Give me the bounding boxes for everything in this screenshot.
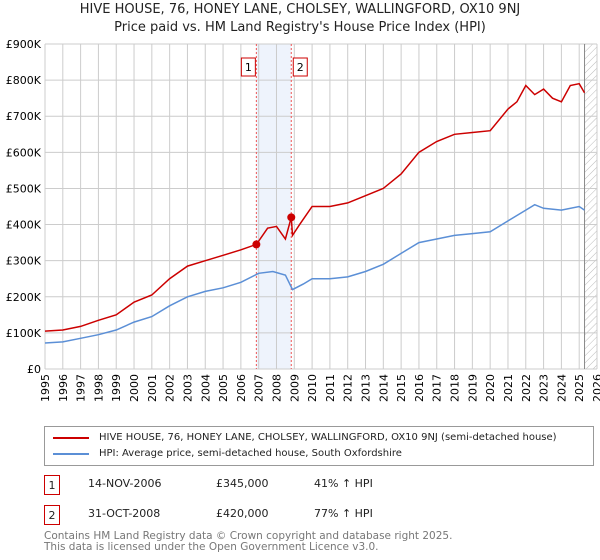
x-tick-label: 2000 (128, 374, 141, 402)
transaction-row: 1 14-NOV-2006 £345,000 41% ↑ HPI (44, 475, 564, 495)
x-tick-label: 2016 (413, 374, 426, 402)
x-tick-label: 2019 (466, 374, 479, 402)
x-tick-label: 2003 (181, 374, 194, 402)
x-tick-label: 2004 (199, 374, 212, 402)
transaction-hpi: 41% ↑ HPI (314, 477, 373, 490)
x-tick-label: 2010 (306, 374, 319, 402)
x-tick-label: 2009 (288, 374, 301, 402)
y-tick-label: £400K (6, 219, 42, 232)
footer-licence: This data is licensed under the Open Gov… (44, 541, 379, 553)
sale-label: 2 (297, 61, 304, 74)
chart-subtitle: Price paid vs. HM Land Registry's House … (114, 20, 486, 35)
chart-title: HIVE HOUSE, 76, HONEY LANE, CHOLSEY, WAL… (79, 2, 521, 17)
transaction-row: 2 31-OCT-2008 £420,000 77% ↑ HPI (44, 505, 564, 525)
y-tick-label: £100K (6, 327, 42, 340)
transaction-hpi: 77% ↑ HPI (314, 507, 373, 520)
x-tick-label: 2014 (377, 374, 390, 402)
transaction-date: 31-OCT-2008 (88, 507, 161, 520)
plot-area: 1995 1996 1997 1998 1999 2000 2001 2002 2003 2004… (6, 38, 600, 402)
x-tick-label: 2005 (217, 374, 230, 402)
x-tick-label: 1997 (75, 374, 88, 402)
x-tick-label: 2023 (538, 374, 551, 402)
x-tick-label: 2012 (342, 374, 355, 402)
transaction-price: £345,000 (216, 477, 269, 490)
y-tick-label: £300K (6, 255, 42, 268)
y-tick-label: £600K (6, 146, 42, 159)
x-tick-label: 2007 (253, 374, 266, 402)
x-tick-label: 2001 (146, 374, 159, 402)
x-tick-label: 1995 (39, 374, 52, 402)
x-tick-label: 2002 (164, 374, 177, 402)
x-tick-label: 2015 (395, 374, 408, 402)
y-tick-label: £200K (6, 291, 42, 304)
y-tick-label: £900K (6, 38, 42, 51)
x-tick-label: 1999 (110, 374, 123, 402)
legend-blue-line (53, 452, 89, 455)
y-tick-label: £500K (6, 182, 42, 195)
x-tick-label: 1998 (92, 374, 105, 402)
x-tick-label: 2025 (573, 374, 586, 402)
y-tick-label: £800K (6, 74, 42, 87)
legend-label-property: HIVE HOUSE, 76, HONEY LANE, CHOLSEY, WAL… (99, 432, 557, 443)
sale-label: 1 (245, 61, 252, 74)
legend-red-line (53, 436, 89, 439)
hpi-line (44, 203, 585, 344)
sale-point (252, 240, 261, 249)
sale-point (287, 213, 296, 222)
x-tick-label: 2017 (431, 374, 444, 402)
y-tick-label: £0 (27, 363, 41, 376)
sale-period-shade (256, 44, 292, 369)
transaction-marker: 2 (44, 505, 60, 525)
y-tick-label: £700K (6, 110, 42, 123)
x-tick-label: 2022 (520, 374, 533, 402)
transaction-price: £420,000 (216, 507, 269, 520)
x-tick-label: 2013 (360, 374, 373, 402)
x-tick-label: 1996 (57, 374, 70, 402)
x-tick-label: 2020 (484, 374, 497, 402)
x-tick-label: 2026 (591, 374, 600, 402)
x-tick-label: 2021 (502, 374, 515, 402)
forecast-hatch (584, 44, 597, 369)
x-tick-label: 2008 (270, 374, 283, 402)
footer: Contains HM Land Registry data © Crown c… (44, 531, 452, 553)
transaction-marker: 1 (44, 475, 60, 495)
transaction-date: 14-NOV-2006 (88, 477, 162, 490)
legend: HIVE HOUSE, 76, HONEY LANE, CHOLSEY, WAL… (44, 426, 594, 466)
legend-label-hpi: HPI: Average price, semi-detached house,… (99, 448, 402, 459)
property-price-line (44, 82, 586, 332)
sale-label-box (240, 57, 256, 77)
x-tick-label: 2024 (555, 374, 568, 402)
sale-label-box (292, 57, 308, 77)
x-tick-label: 2018 (449, 374, 462, 402)
x-tick-label: 2011 (324, 374, 337, 402)
x-tick-label: 2006 (235, 374, 248, 402)
footer-copyright: Contains HM Land Registry data © Crown c… (44, 530, 453, 542)
